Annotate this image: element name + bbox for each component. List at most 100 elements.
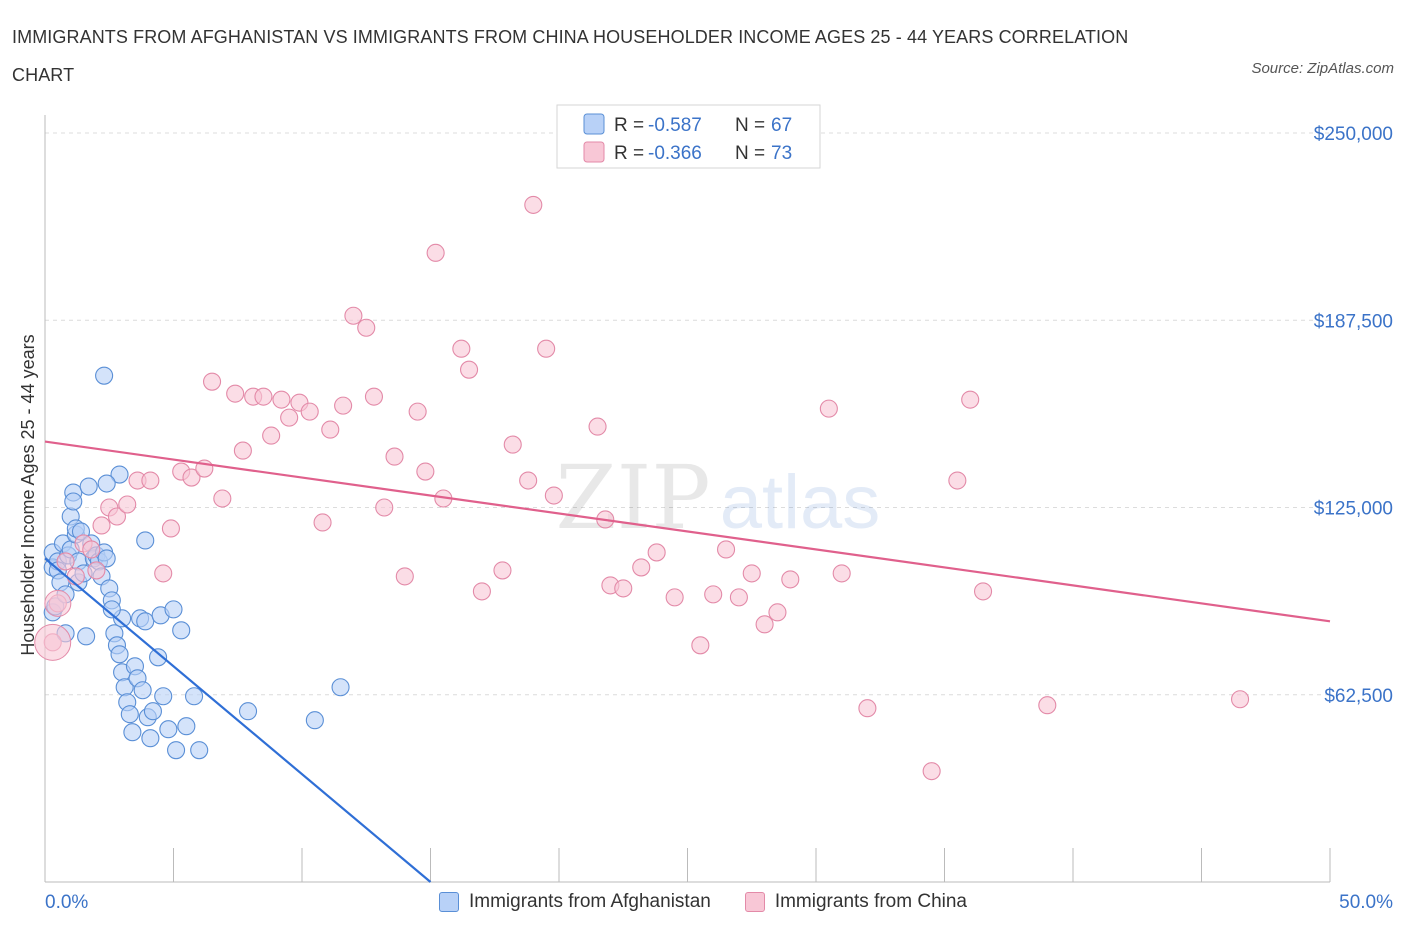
data-point-china: [280, 408, 299, 427]
data-point-china: [118, 495, 137, 514]
data-point-afghanistan: [123, 723, 142, 742]
data-point-china: [614, 579, 633, 598]
data-point-afghanistan: [136, 612, 155, 631]
data-point-china: [948, 471, 967, 490]
bottom-legend-item-afghanistan: Immigrants from Afghanistan: [439, 891, 711, 913]
data-point-china: [704, 585, 723, 604]
data-point-china: [781, 570, 800, 589]
data-point-china: [154, 564, 173, 583]
y-tick-label: $250,000: [1314, 124, 1393, 145]
legend-r-label-china: R =: [614, 143, 644, 164]
data-point-china: [819, 399, 838, 418]
y-tick-label: $125,000: [1314, 499, 1393, 520]
data-point-china: [588, 417, 607, 436]
data-point-afghanistan: [79, 477, 98, 496]
trend-line-afghanistan: [44, 557, 432, 883]
data-point-afghanistan: [110, 465, 129, 484]
data-point-china: [1231, 690, 1250, 709]
data-point-china: [66, 567, 85, 586]
x-tick-label-max: 50.0%: [1339, 892, 1393, 913]
data-point-china: [472, 582, 491, 601]
bottom-legend-label-afghanistan: Immigrants from Afghanistan: [469, 891, 711, 912]
legend-r-value-china: -0.366: [648, 143, 702, 164]
trend-line-china: [44, 440, 1331, 623]
data-point-afghanistan: [136, 531, 155, 550]
data-point-china: [961, 390, 980, 409]
data-point-afghanistan: [154, 687, 173, 706]
data-point-afghanistan: [77, 627, 96, 646]
bottom-legend-swatch-afghanistan: [439, 892, 459, 912]
data-point-china-large: [34, 623, 72, 661]
data-point-china: [973, 582, 993, 601]
grid-layer: [45, 132, 1330, 696]
legend-swatch-afghanistan: [583, 113, 605, 135]
data-point-china: [632, 558, 651, 577]
data-point-afghanistan: [102, 600, 121, 619]
data-point-afghanistan: [149, 648, 168, 667]
data-point-china: [272, 390, 291, 409]
data-point-china: [647, 543, 666, 562]
data-point-china: [459, 360, 479, 379]
data-point-china: [313, 513, 332, 532]
watermark-zip: ZIP: [555, 446, 710, 549]
data-point-china: [858, 699, 877, 718]
bottom-legend: Immigrants from Afghanistan Immigrants f…: [0, 888, 1406, 916]
legend-n-value-china: 73: [771, 143, 792, 164]
data-point-china: [141, 471, 160, 490]
data-point-china: [182, 468, 201, 487]
data-point-china: [729, 588, 748, 607]
y-tick-label: $187,500: [1314, 311, 1393, 332]
data-point-afghanistan: [120, 705, 139, 724]
data-point-afghanistan: [141, 729, 160, 748]
data-point-china: [262, 426, 281, 445]
data-point-china: [416, 462, 435, 481]
data-point-china: [716, 540, 736, 559]
data-point-china: [213, 489, 232, 508]
data-point-afghanistan: [95, 366, 114, 385]
data-point-china: [344, 306, 363, 325]
legend-n-label-china: N =: [735, 143, 765, 164]
bottom-legend-swatch-china: [744, 892, 765, 912]
data-point-afghanistan: [190, 741, 209, 760]
legend-n-label-afghanistan: N =: [735, 115, 765, 136]
data-point-china-large: [44, 589, 72, 617]
data-point-china: [203, 372, 222, 391]
data-point-china: [768, 603, 787, 622]
data-point-china: [755, 615, 774, 634]
data-point-afghanistan: [305, 711, 324, 730]
axes-layer: $62,500 $125,000 $187,500 $250,000 0.0% 50.0%: [44, 115, 1393, 913]
data-point-china: [922, 762, 941, 781]
legend-r-value-afghanistan: -0.587: [648, 115, 702, 136]
data-point-china: [544, 486, 563, 505]
points-layer: [34, 195, 1250, 781]
bottom-legend-label-china: Immigrants from China: [774, 891, 967, 912]
data-point-afghanistan: [167, 741, 186, 760]
data-point-china: [452, 339, 471, 358]
data-point-china: [395, 567, 414, 586]
data-point-china: [357, 318, 376, 337]
data-point-china: [385, 447, 404, 466]
data-point-china: [519, 471, 538, 490]
bottom-legend-item-china: Immigrants from China: [744, 891, 967, 913]
data-point-china: [364, 387, 384, 406]
watermark-atlas: atlas: [720, 460, 881, 545]
legend-box: R = -0.587 N = 67 R = -0.366 N = 73: [556, 104, 821, 169]
data-point-afghanistan: [143, 702, 162, 721]
data-point-china: [82, 540, 101, 559]
data-point-afghanistan: [185, 687, 204, 706]
data-point-china: [375, 498, 394, 517]
data-point-china: [742, 564, 761, 583]
y-tick-label: $62,500: [1324, 686, 1393, 707]
legend-r-label-afghanistan: R =: [614, 115, 644, 136]
data-point-china: [321, 420, 340, 439]
data-point-afghanistan: [133, 681, 152, 700]
data-point-china: [334, 396, 353, 415]
source-label: Source: ZipAtlas.com: [1251, 60, 1394, 77]
y-axis-label: Householder Income Ages 25 - 44 years: [18, 334, 38, 655]
data-point-china: [524, 195, 543, 214]
legend-n-value-afghanistan: 67: [771, 115, 792, 136]
data-point-afghanistan: [164, 600, 183, 619]
data-point-afghanistan: [331, 678, 350, 697]
data-point-china: [503, 435, 522, 454]
